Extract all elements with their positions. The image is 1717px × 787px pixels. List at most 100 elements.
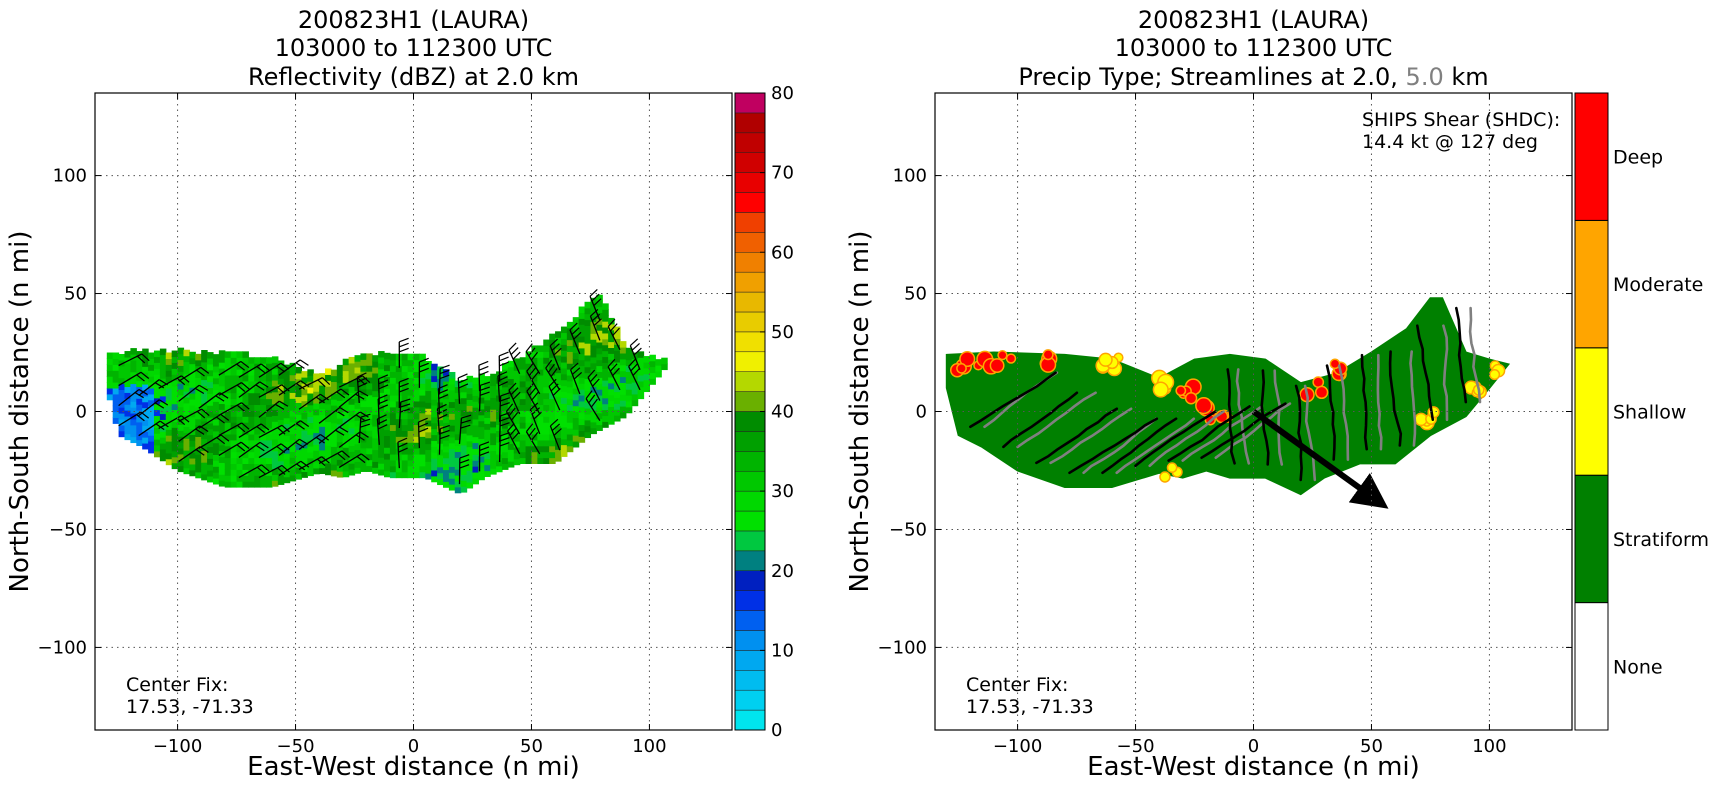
wind-barb-staff	[508, 349, 521, 375]
reflectivity-cell	[478, 420, 485, 428]
reflectivity-cell	[525, 416, 533, 423]
reflectivity-cell	[142, 378, 149, 385]
reflectivity-cell	[484, 399, 491, 407]
reflectivity-cell	[543, 369, 550, 376]
wind-barb	[338, 453, 370, 468]
reflectivity-cell	[224, 475, 232, 482]
reflectivity-cell	[106, 364, 114, 371]
reflectivity-cell	[342, 411, 350, 419]
reflectivity-cell	[342, 364, 350, 372]
wind-barb-staff	[529, 409, 541, 435]
reflectivity-cell	[242, 351, 249, 358]
right-title-line-1: 200823H1 (LAURA)	[1138, 6, 1369, 34]
reflectivity-cell	[207, 363, 214, 371]
reflectivity-cell	[466, 481, 474, 489]
wind-barb-flag	[460, 424, 471, 429]
reflectivity-cell	[266, 463, 273, 470]
reflectivity-cell	[212, 424, 220, 432]
reflectivity-cell	[242, 475, 249, 482]
reflectivity-cell	[419, 365, 426, 372]
reflectivity-cell	[248, 451, 255, 459]
wind-barb-flag	[356, 455, 366, 464]
reflectivity-cell	[230, 451, 238, 459]
reflectivity-cell	[448, 454, 456, 462]
reflectivity-cell	[478, 385, 485, 392]
reflectivity-cell	[466, 387, 474, 395]
reflectivity-cell	[313, 408, 320, 416]
reflectivity-cell	[295, 461, 303, 468]
reflectivity-cell	[195, 412, 202, 420]
reflectivity-cell	[555, 413, 562, 421]
reflectivity-cell	[619, 400, 627, 407]
reflectivity-cell	[177, 447, 185, 455]
reflectivity-cell	[419, 394, 426, 402]
reflectivity-cell	[419, 459, 426, 467]
reflectivity-cell	[295, 431, 303, 439]
reflectivity-cell	[431, 463, 438, 471]
colorbar-tick-label: 0	[771, 720, 782, 741]
colorbar-segment	[734, 112, 766, 134]
reflectivity-cell	[590, 380, 597, 387]
reflectivity-cell	[189, 363, 196, 371]
reflectivity-cell	[248, 457, 255, 465]
wind-barb-flag	[499, 351, 509, 357]
reflectivity-cell	[142, 348, 149, 356]
right-title-part-3: km	[1444, 63, 1489, 91]
reflectivity-cell	[519, 422, 527, 429]
reflectivity-cell	[466, 470, 474, 477]
wind-barb-flag	[295, 362, 305, 369]
reflectivity-cell	[625, 383, 633, 390]
streamlines-2km	[969, 306, 1468, 482]
reflectivity-cell	[566, 433, 574, 441]
reflectivity-cell	[212, 460, 220, 467]
reflectivity-cell	[183, 414, 190, 422]
reflectivity-cell	[142, 431, 149, 438]
reflectivity-cell	[165, 458, 173, 466]
reflectivity-cell	[224, 404, 232, 411]
reflectivity-cell	[578, 365, 586, 372]
wind-barb-flag	[357, 382, 368, 388]
wind-barb-flag	[399, 377, 409, 383]
reflectivity-cell	[366, 453, 373, 461]
reflectivity-cell	[201, 391, 208, 398]
right-x-axis-label: East-West distance (n mi)	[1087, 752, 1420, 782]
reflectivity-cell	[513, 376, 521, 383]
reflectivity-cell	[431, 440, 438, 447]
reflectivity-cell	[643, 379, 651, 387]
reflectivity-cell	[566, 380, 574, 388]
reflectivity-cell	[507, 413, 515, 421]
reflectivity-cell	[425, 425, 432, 433]
reflectivity-cell	[596, 347, 603, 355]
reflectivity-cell	[484, 435, 491, 442]
wind-barb-flag	[236, 444, 246, 452]
reflectivity-cell	[230, 398, 238, 406]
wind-barb-staff	[258, 384, 283, 398]
reflectivity-cell	[431, 475, 438, 483]
reflectivity-cell	[614, 356, 621, 363]
reflectivity-cell	[484, 446, 491, 454]
wind-barb-flag	[141, 353, 150, 362]
reflectivity-cell	[124, 356, 131, 364]
reflectivity-cell	[407, 424, 415, 431]
reflectivity-cell	[549, 433, 556, 441]
reflectivity-cell	[171, 397, 179, 405]
reflectivity-cell	[348, 439, 356, 447]
reflectivity-cell	[330, 422, 338, 430]
reflectivity-cell	[112, 405, 120, 413]
reflectivity-cell	[519, 451, 527, 459]
reflectivity-cell	[254, 475, 261, 482]
left-title-line-2: 103000 to 112300 UTC	[275, 34, 553, 62]
reflectivity-cell	[118, 418, 126, 426]
reflectivity-cell	[413, 424, 420, 431]
reflectivity-cell	[354, 467, 362, 474]
wind-barb-flag	[260, 423, 270, 431]
reflectivity-cell	[442, 410, 450, 418]
reflectivity-cell	[431, 405, 438, 412]
reflectivity-cell	[330, 387, 338, 394]
reflectivity-cell	[519, 428, 527, 435]
reflectivity-cell	[596, 389, 603, 396]
reflectivity-cell	[325, 439, 332, 446]
reflectivity-cell	[631, 399, 639, 407]
reflectivity-cell	[543, 445, 550, 453]
wind-barb-staff	[198, 434, 222, 449]
